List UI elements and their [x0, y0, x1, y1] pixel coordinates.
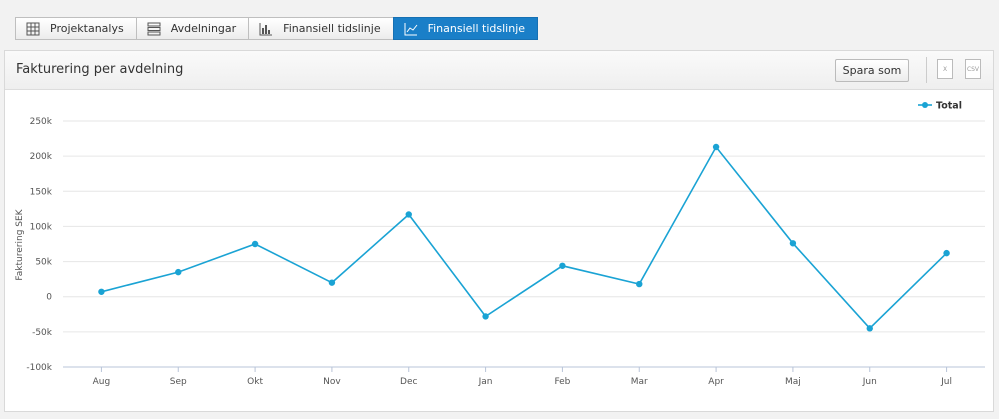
tab[interactable]: Finansiell tidslinje — [392, 17, 539, 40]
x-tick-label: Aug — [93, 377, 111, 387]
x-tick-label: Okt — [247, 377, 263, 387]
data-point — [636, 280, 643, 288]
tab-icon — [404, 22, 417, 35]
x-tick-label: Jul — [940, 377, 952, 387]
tab[interactable]: Avdelningar — [135, 17, 250, 40]
data-point — [866, 325, 873, 332]
legend-label: Total — [936, 101, 962, 112]
y-tick-label: 250k — [30, 117, 53, 127]
tab-icon — [259, 22, 273, 35]
data-point — [98, 288, 105, 295]
data-point — [943, 249, 950, 257]
y-tick-label: 100k — [30, 222, 53, 232]
y-tick-label: 0 — [46, 293, 52, 303]
data-point — [175, 268, 182, 276]
panel-title: Fakturering per avdelning — [16, 62, 184, 77]
x-tick-label: Jan — [478, 377, 493, 387]
y-tick-label: -100k — [26, 363, 52, 373]
tab[interactable]: Finansiell tidslinje — [248, 17, 394, 40]
tab-label: Avdelningar — [170, 22, 237, 35]
data-point — [482, 313, 489, 320]
panel: Fakturering per avdelning Spara som X CS… — [4, 50, 994, 412]
separator — [926, 57, 927, 83]
tab-bar: Projektanalys Avdelningar Finansiell tidsl… — [15, 17, 539, 40]
tab-label: Projektanalys — [50, 22, 124, 35]
panel-header: Fakturering per avdelning Spara som X CS… — [5, 51, 993, 90]
data-point — [251, 240, 259, 248]
tab-label: Finansiell tidslinje — [283, 22, 381, 35]
tab[interactable]: Projektanalys — [15, 17, 137, 40]
excel-icon[interactable]: X — [937, 59, 953, 79]
y-tick-label: 150k — [30, 187, 53, 197]
save-button[interactable]: Spara som — [835, 59, 909, 82]
csv-icon[interactable]: CSV — [965, 59, 981, 79]
x-tick-label: Jun — [862, 377, 877, 387]
x-tick-label: Dec — [400, 377, 417, 387]
x-tick-label: Sep — [170, 377, 187, 387]
x-tick-label: Feb — [554, 377, 570, 387]
data-point — [328, 279, 336, 286]
tab-icon — [26, 22, 40, 35]
x-tick-label: Nov — [323, 377, 341, 387]
data-point — [789, 240, 797, 247]
y-axis-title: Fakturering SEK — [15, 208, 25, 280]
data-point — [712, 143, 720, 151]
y-tick-label: 50k — [35, 258, 52, 268]
tab-label: Finansiell tidslinje — [427, 22, 526, 35]
data-point — [405, 211, 412, 218]
series-line — [101, 145, 948, 330]
x-tick-label: Mar — [631, 377, 648, 387]
x-tick-label: Maj — [785, 377, 801, 387]
y-tick-label: -50k — [32, 328, 53, 338]
data-point — [559, 262, 566, 269]
y-tick-label: 200k — [30, 152, 53, 162]
legend-marker — [922, 102, 928, 108]
tab-icon — [147, 22, 161, 35]
x-tick-label: Apr — [708, 377, 724, 387]
